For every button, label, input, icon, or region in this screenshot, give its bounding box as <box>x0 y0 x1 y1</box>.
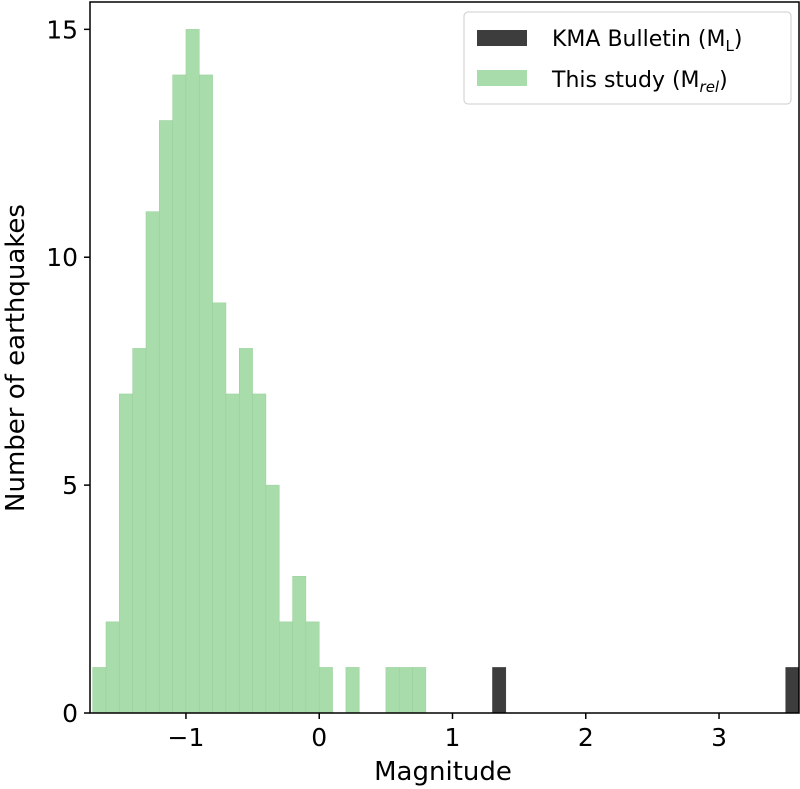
legend-swatch-this-study <box>477 70 527 86</box>
histogram-bar-this-study <box>239 348 253 714</box>
histogram-bar-this-study <box>132 348 147 714</box>
legend: KMA Bulletin (ML) This study (Mrel) <box>463 11 792 105</box>
histogram-bar-this-study <box>105 621 120 714</box>
histogram-bar-this-study <box>398 667 413 714</box>
plot-border <box>89 1 800 714</box>
histogram-bar-kma <box>492 667 507 714</box>
histogram-bar-this-study <box>145 211 160 714</box>
legend-label-this-study: This study (Mrel) <box>551 68 728 96</box>
histogram-bar-this-study <box>292 576 307 714</box>
histogram-bar-this-study <box>212 302 227 714</box>
y-axis-label: Number of earthquakes <box>1 204 31 512</box>
bars-layer <box>92 29 800 714</box>
histogram-bar-this-study <box>385 667 400 714</box>
x-axis-label: Magnitude <box>374 757 512 787</box>
histogram-bar-this-study <box>252 393 267 714</box>
histogram-bar-kma <box>785 667 800 714</box>
histogram-bar-this-study <box>172 74 187 714</box>
y-tick-label: 15 <box>46 15 78 44</box>
histogram-bar-this-study <box>345 667 360 714</box>
x-tick-label: −1 <box>168 723 205 752</box>
legend-swatch-kma <box>477 30 527 46</box>
legend-box <box>463 11 792 105</box>
histogram-bar-this-study <box>278 621 293 714</box>
legend-label-kma: KMA Bulletin (ML) <box>552 27 742 55</box>
histogram-bar-this-study <box>159 120 173 714</box>
ticks-layer: −1 0 1 2 3 0 5 10 15 <box>46 15 727 752</box>
histogram-bar-this-study <box>412 667 427 714</box>
histogram-bar-this-study <box>318 667 333 714</box>
histogram-bar-this-study <box>265 484 280 714</box>
histogram-bar-this-study <box>92 667 107 714</box>
histogram-bar-this-study <box>305 621 320 714</box>
y-tick-label: 5 <box>62 471 78 500</box>
x-tick-label: 0 <box>311 723 327 752</box>
histogram-bar-this-study <box>199 74 213 714</box>
axes-frame <box>89 1 800 714</box>
histogram-bar-this-study <box>225 393 240 714</box>
histogram-bar-this-study <box>185 29 200 714</box>
x-tick-label: 1 <box>445 723 461 752</box>
histogram-bar-this-study <box>119 393 133 714</box>
y-tick-label: 0 <box>62 699 78 728</box>
y-tick-label: 10 <box>46 243 78 272</box>
x-tick-label: 2 <box>578 723 594 752</box>
x-tick-label: 3 <box>711 723 727 752</box>
